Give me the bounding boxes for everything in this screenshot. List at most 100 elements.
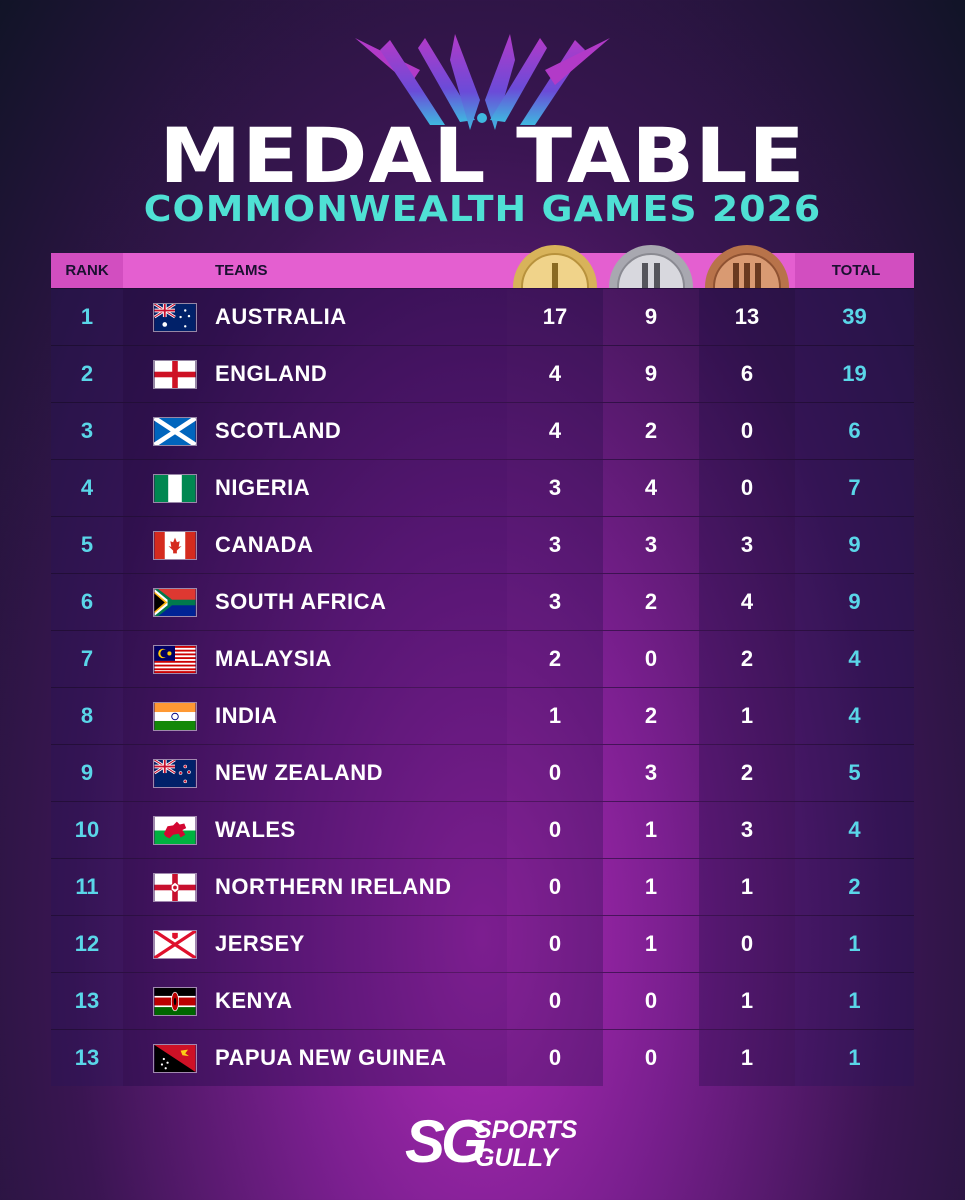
- games-logo: [350, 30, 615, 135]
- team-name: NIGERIA: [215, 475, 311, 500]
- team-name: CANADA: [215, 532, 314, 557]
- total-column-header: TOTAL: [831, 262, 881, 279]
- england-flag-icon: [153, 360, 197, 389]
- rank-cell: 12: [74, 931, 100, 956]
- total-count: 4: [848, 703, 861, 728]
- silver-medal-icon: [607, 243, 695, 288]
- bronze-count: 4: [740, 589, 754, 614]
- games-logo-icon: [355, 34, 610, 130]
- teams-column-header: TEAMS: [215, 262, 268, 279]
- rank-cell: 3: [80, 418, 94, 443]
- table-row: 13 PAPUA NEW GUINEA 0 0 1 1: [51, 1029, 914, 1086]
- team-name: MALAYSIA: [215, 646, 332, 671]
- silver-count: 1: [644, 931, 658, 956]
- bronze-count: 0: [740, 931, 754, 956]
- page-subtitle: COMMONWEALTH GAMES 2026: [143, 189, 822, 230]
- team-name: NORTHERN IRELAND: [215, 874, 452, 899]
- silver-count: 3: [644, 760, 658, 785]
- rank-cell: 13: [74, 988, 100, 1013]
- team-name: WALES: [215, 817, 296, 842]
- table-row: 8 INDIA 1 2 1 4: [51, 687, 914, 744]
- sports-gully-logo: SG SPORTS GULLY: [405, 1112, 577, 1180]
- new-zealand-flag-icon: [153, 759, 197, 788]
- gold-count: 2: [548, 646, 562, 671]
- kenya-flag-icon: [153, 987, 197, 1016]
- gold-count: 3: [548, 589, 562, 614]
- silver-count: 3: [644, 532, 658, 557]
- rank-cell: 8: [80, 703, 94, 728]
- team-name: AUSTRALIA: [215, 304, 347, 329]
- rank-cell: 1: [80, 304, 94, 329]
- bronze-count: 3: [740, 532, 754, 557]
- team-name: KENYA: [215, 988, 293, 1013]
- gold-count: 0: [548, 931, 562, 956]
- gold-count: 3: [548, 532, 562, 557]
- bronze-count: 0: [740, 418, 754, 443]
- malaysia-flag-icon: [153, 645, 197, 674]
- team-name: PAPUA NEW GUINEA: [215, 1045, 447, 1070]
- bronze-count: 2: [740, 646, 754, 671]
- silver-count: 2: [644, 589, 658, 614]
- silver-count: 1: [644, 817, 658, 842]
- rank-cell: 5: [80, 532, 94, 557]
- scotland-flag-icon: [153, 417, 197, 446]
- total-count: 9: [848, 532, 861, 557]
- table-row: 10 WALES 0 1 3 4: [51, 801, 914, 858]
- total-count: 4: [848, 646, 861, 671]
- bronze-count: 1: [740, 874, 754, 899]
- rank-cell: 6: [80, 589, 94, 614]
- gold-count: 0: [548, 874, 562, 899]
- silver-count: 0: [644, 1045, 658, 1070]
- medal-table: RANK TEAMS TOTAL 1 AUSTRALIA 17 9 13 39 2 ENGLA…: [51, 245, 914, 1086]
- rank-cell: 4: [80, 475, 94, 500]
- bronze-count: 6: [740, 361, 754, 386]
- silver-count: 0: [644, 988, 658, 1013]
- total-count: 39: [842, 304, 867, 329]
- rank-cell: 11: [75, 874, 99, 899]
- bronze-count: 1: [740, 988, 754, 1013]
- silver-count: 9: [644, 304, 658, 329]
- table-row: 12 JERSEY 0 1 0 1: [51, 915, 914, 972]
- papua-new-guinea-flag-icon: [153, 1044, 197, 1073]
- rank-cell: 10: [74, 817, 100, 842]
- silver-count: 9: [644, 361, 658, 386]
- bronze-medal-icon: [703, 243, 791, 288]
- gold-count: 0: [548, 1045, 562, 1070]
- australia-flag-icon: [153, 303, 197, 332]
- table-row: 13 KENYA 0 0 1 1: [51, 972, 914, 1029]
- rank-cell: 13: [74, 1045, 100, 1070]
- rank-cell: 2: [80, 361, 94, 386]
- table-row: 5 CANADA 3 3 3 9: [51, 516, 914, 573]
- total-count: 1: [848, 988, 861, 1013]
- table-body: 1 AUSTRALIA 17 9 13 39 2 ENGLAND 4 9 6 19 3 SCOTLAND 4…: [51, 288, 914, 1086]
- gold-count: 17: [542, 304, 568, 329]
- total-count: 1: [848, 1045, 861, 1070]
- table-row: 4 NIGERIA 3 4 0 7: [51, 459, 914, 516]
- table-row: 3 SCOTLAND 4 2 0 6: [51, 402, 914, 459]
- team-name: ENGLAND: [215, 361, 328, 386]
- gold-count: 3: [548, 475, 562, 500]
- brand-name-line2: GULLY: [475, 1144, 558, 1172]
- nigeria-flag-icon: [153, 474, 197, 503]
- gold-count: 0: [548, 760, 562, 785]
- team-name: INDIA: [215, 703, 278, 728]
- total-count: 4: [848, 817, 861, 842]
- table-header: RANK TEAMS TOTAL: [51, 245, 914, 288]
- silver-count: 2: [644, 703, 658, 728]
- table-row: 7 MALAYSIA 2 0 2 4: [51, 630, 914, 687]
- team-name: JERSEY: [215, 931, 305, 956]
- total-count: 7: [848, 475, 861, 500]
- rank-cell: 9: [80, 760, 94, 785]
- brand-name-line1: SPORTS: [475, 1116, 578, 1144]
- team-name: SOUTH AFRICA: [215, 589, 387, 614]
- total-count: 6: [848, 418, 861, 443]
- total-count: 19: [842, 361, 867, 386]
- rank-cell: 7: [80, 646, 94, 671]
- silver-count: 0: [644, 646, 658, 671]
- table-row: 11 NORTHERN IRELAND 0 1 1 2: [51, 858, 914, 915]
- bronze-count: 13: [734, 304, 760, 329]
- team-name: NEW ZEALAND: [215, 760, 384, 785]
- northern-ireland-flag-icon: [153, 873, 197, 902]
- table-row: 6 SOUTH AFRICA 3 2 4 9: [51, 573, 914, 630]
- total-count: 2: [848, 874, 861, 899]
